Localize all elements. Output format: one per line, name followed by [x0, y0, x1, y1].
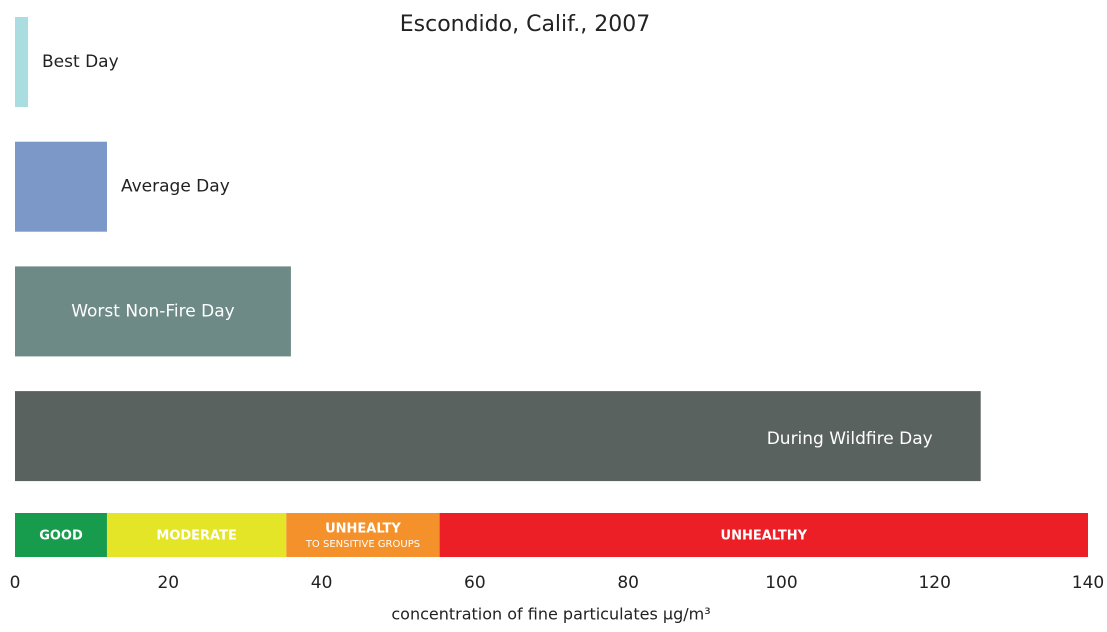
x-tick-label: 120	[918, 573, 950, 593]
aqi-band	[439, 513, 1088, 557]
aqi-band	[286, 513, 440, 557]
x-tick-label: 80	[617, 573, 639, 593]
chart-title: Escondido, Calif., 2007	[400, 12, 651, 37]
x-tick-label: 60	[464, 573, 486, 593]
band-label: GOOD	[39, 529, 83, 544]
aqi-band	[106, 513, 287, 557]
bar-label: Worst Non-Fire Day	[71, 301, 234, 321]
bar	[15, 266, 291, 357]
x-axis-label: concentration of fine particulates μg/m³	[391, 605, 710, 624]
bar-label: Average Day	[121, 177, 230, 197]
band-label: UNHEALTHY	[721, 529, 808, 544]
bar	[15, 17, 29, 107]
bar-label: Best Day	[42, 52, 119, 72]
x-tick-label: 20	[157, 573, 179, 593]
x-tick-label: 140	[1072, 573, 1104, 593]
bar-label: During Wildfire Day	[767, 429, 933, 449]
bar	[15, 391, 981, 482]
aqi-band	[15, 513, 107, 557]
band-sublabel: TO SENSITIVE GROUPS	[305, 539, 420, 550]
x-tick-label: 0	[10, 573, 21, 593]
band-label: MODERATE	[156, 529, 236, 544]
band-label: UNHEALTY	[325, 522, 401, 537]
x-tick-label: 100	[765, 573, 797, 593]
x-tick-label: 40	[311, 573, 333, 593]
bar	[15, 141, 107, 232]
